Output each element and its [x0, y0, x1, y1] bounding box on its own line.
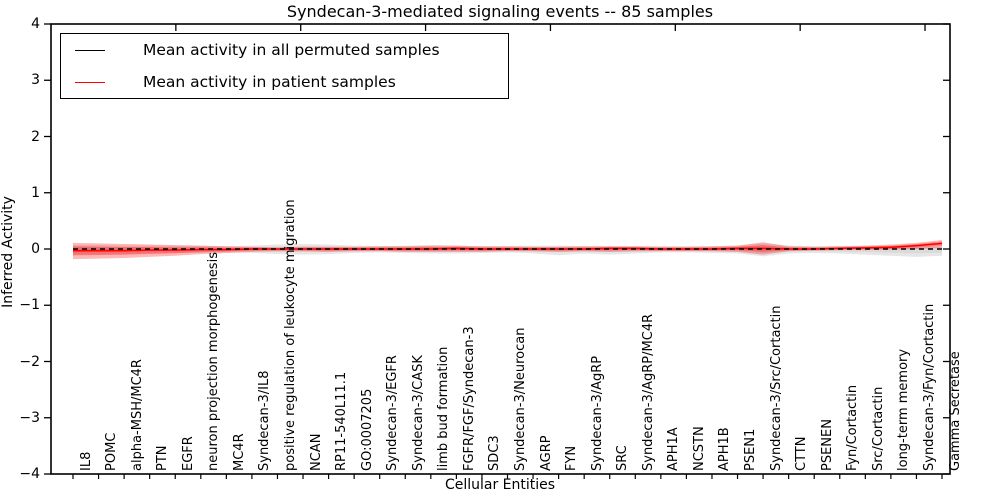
x-tick-label: positive regulation of leukocyte migrati… [282, 199, 298, 471]
x-tick-label: Fyn/Cortactin [845, 384, 861, 471]
y-tick-label: 4 [31, 16, 40, 32]
x-tick-label: Syndecan-3/Neurocan [513, 327, 528, 471]
legend-label-permuted: Mean activity in all permuted samples [143, 41, 440, 59]
y-tick-label: −4 [19, 466, 40, 482]
chart-title: Syndecan-3-mediated signaling events -- … [286, 2, 714, 21]
y-tick-label: 0 [31, 241, 40, 257]
y-tick-label: −3 [19, 409, 40, 426]
x-tick-label: GO:0007205 [359, 388, 375, 471]
x-tick-label: APH1A [666, 427, 682, 471]
x-tick-label: Gamma Secretase [947, 351, 963, 471]
x-tick-label: RP11-540L11.1 [334, 371, 350, 471]
x-tick-label: neuron projection morphogenesis [206, 252, 222, 471]
x-tick-label: AGRP [538, 435, 554, 471]
x-tick-label: long-term memory [896, 348, 912, 471]
x-tick-label: Syndecan-3/AgRP/MC4R [640, 313, 656, 471]
x-tick-label: Syndecan-3/CASK [410, 355, 426, 471]
x-tick-label: NCAN [308, 433, 324, 471]
permuted-band [73, 243, 942, 257]
y-tick-label: 3 [31, 72, 40, 89]
x-tick-label: PSEN1 [743, 428, 759, 471]
legend: Mean activity in all permuted samples Me… [60, 33, 509, 99]
permuted-line-sample-icon [75, 49, 105, 51]
x-tick-label: Syndecan-3/IL8 [257, 370, 273, 471]
x-tick-label: PTN [155, 445, 171, 471]
x-tick-label: IL8 [78, 451, 94, 471]
x-tick-label: APH1B [717, 427, 733, 471]
x-tick-label: EGFR [180, 436, 196, 471]
x-tick-label: MC4R [231, 433, 247, 471]
x-tick-label: CTTN [794, 436, 810, 471]
x-tick-label: Syndecan-3/Fyn/Cortactin [921, 303, 937, 471]
patient-line-sample-icon [75, 81, 105, 83]
x-tick-label: alpha-MSH/MC4R [129, 359, 145, 471]
y-tick-label: −1 [19, 297, 40, 314]
legend-entry-permuted: Mean activity in all permuted samples [61, 41, 508, 59]
x-tick-label: Src/Cortactin [870, 386, 886, 471]
x-tick-label: NCSTN [691, 426, 707, 471]
x-tick-label: FGFR/FGF/Syndecan-3 [461, 326, 477, 471]
legend-label-patient: Mean activity in patient samples [143, 73, 396, 91]
x-tick-label: Syndecan-3/Src/Cortactin [768, 305, 784, 471]
x-tick-label: Syndecan-3/EGFR [385, 355, 401, 471]
x-tick-label: Syndecan-3/AgRP [589, 355, 605, 471]
x-tick-label: POMC [104, 432, 120, 471]
x-tick-label: FYN [564, 445, 580, 471]
y-tick-label: 1 [31, 184, 40, 201]
legend-entry-patient: Mean activity in patient samples [61, 73, 508, 91]
x-tick-label: limb bud formation [436, 346, 452, 471]
x-axis-label: Cellular Entities [444, 477, 556, 493]
x-tick-label: SRC [615, 445, 631, 471]
y-tick-label: −2 [19, 353, 40, 370]
y-tick-label: 2 [31, 128, 40, 145]
x-tick-label: SDC3 [487, 435, 503, 471]
x-tick-label: PSENEN [819, 419, 835, 471]
